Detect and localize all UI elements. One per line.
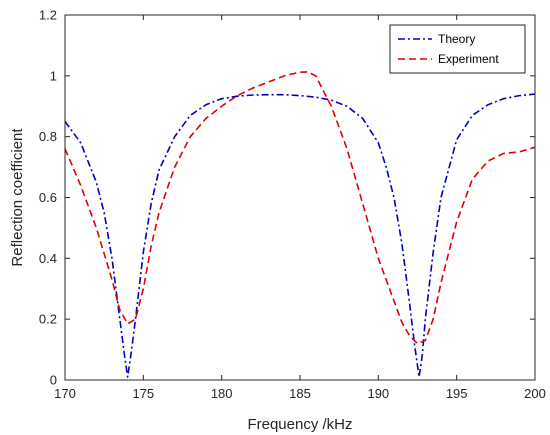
y-tick-label: 0.2	[39, 312, 57, 327]
legend-label-experiment: Experiment	[438, 52, 499, 66]
legend-label-theory: Theory	[438, 32, 475, 46]
y-tick-label: 0.8	[39, 129, 57, 144]
y-tick-label: 0	[50, 373, 57, 388]
y-tick-label: 0.6	[39, 190, 57, 205]
x-axis-title: Frequency /kHz	[247, 416, 352, 433]
x-tick-label: 180	[211, 386, 233, 401]
legend: Theory Experiment	[389, 24, 526, 74]
y-tick-label: 0.4	[39, 251, 57, 266]
series-line-theory	[64, 93, 536, 378]
x-tick-label: 190	[367, 386, 389, 401]
y-tick-label: 1.2	[39, 8, 57, 23]
series-layer	[64, 71, 536, 378]
x-tick-label: 170	[54, 386, 76, 401]
plot-area	[65, 15, 535, 380]
series-line-experiment	[64, 71, 536, 345]
y-axis-title: Reflection coefficient	[9, 128, 26, 267]
x-tick-label: 185	[289, 386, 311, 401]
x-tick-label: 175	[132, 386, 154, 401]
legend-box	[389, 24, 526, 74]
ticks: 170 175 180 185 190 195 200 0 0.2 0.4 0.6 0.8 1 1.2	[39, 8, 546, 402]
x-tick-label: 195	[446, 386, 468, 401]
y-tick-label: 1	[50, 68, 57, 83]
x-tick-label: 200	[524, 386, 546, 401]
